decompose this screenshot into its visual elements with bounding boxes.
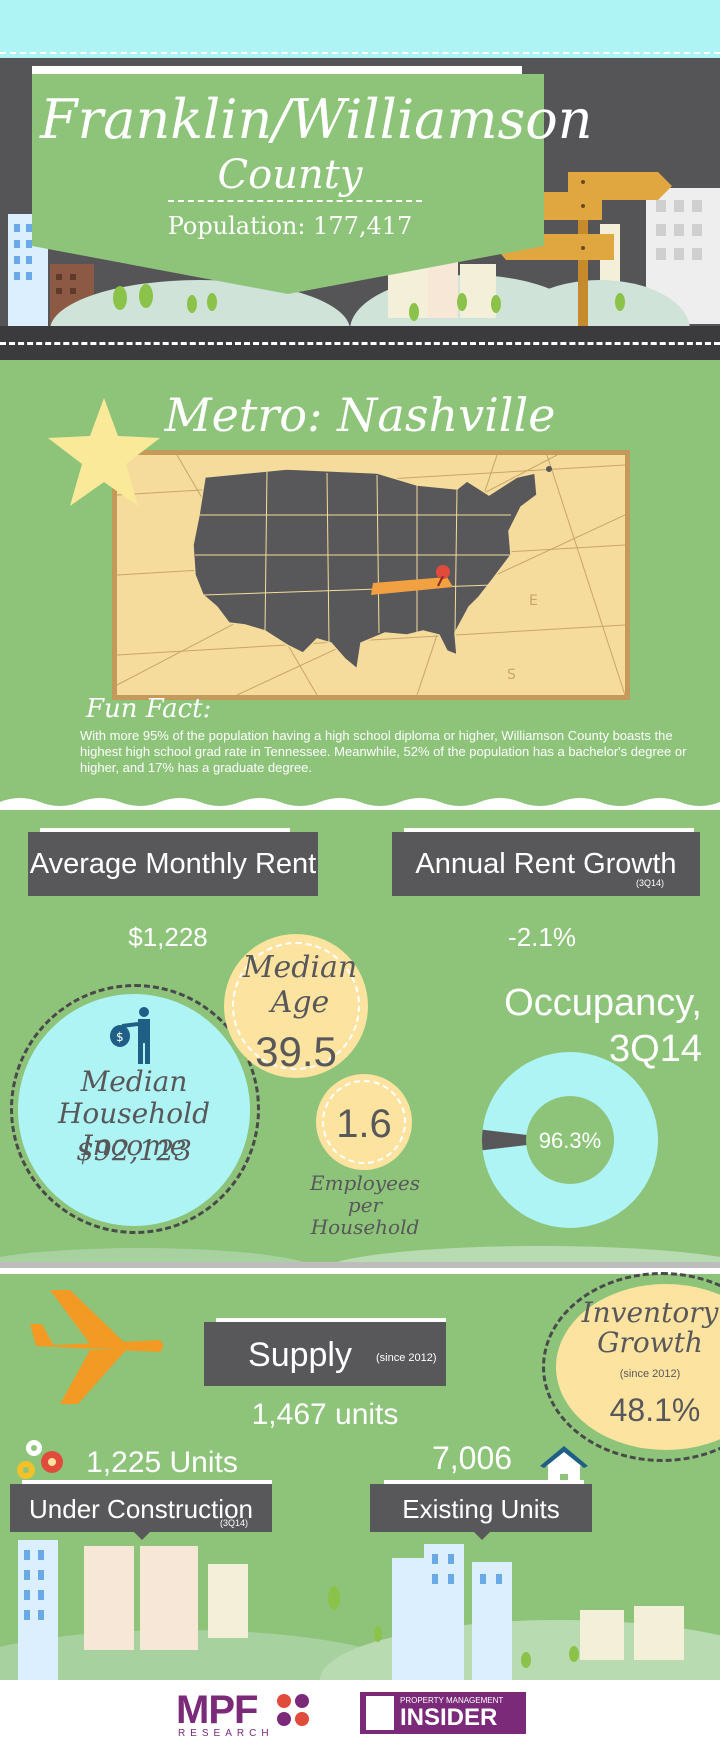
supply-label: Supply [248,1336,352,1374]
mpf-logo-main: MPF [176,1688,258,1732]
title-divider [168,200,422,202]
construction-pointer [134,1532,150,1540]
inventory-label-line2: Growth [597,1326,703,1359]
inventory-circle [556,1284,720,1450]
banner-tip [32,246,544,294]
existing-value: 7,006 [431,1440,513,1476]
bottom-skyline [0,1540,720,1680]
compass-e: E [529,593,538,609]
sky-strip [0,0,720,58]
banner-top-edge [32,66,522,74]
occupancy-value: 96.3% [539,1128,601,1153]
svg-text:$: $ [116,1030,124,1044]
compass-s: S [507,667,516,683]
supply-label-top [216,1318,446,1322]
insider-logo-mark [366,1696,394,1730]
occupancy-title-line1: Occupancy, [504,982,702,1024]
insider-logo: PROPERTY MANAGEMENT INSIDER [360,1692,526,1734]
donut-hole [526,1096,614,1184]
occupancy-title: Occupancy, 3Q14 [440,980,702,1072]
income-value: $92,123 [76,1134,192,1167]
median-age-ring [232,942,360,1070]
existing-label: Existing Units [402,1494,560,1524]
income-label-line1: Median Household [57,1065,211,1130]
rent-growth-value: -2.1% [508,922,576,952]
employees-ring [322,1080,406,1164]
fun-fact-title: Fun Fact: [86,694,212,724]
insider-logo-top: PROPERTY MANAGEMENT [400,1696,504,1705]
construction-note: (3Q14) [220,1518,249,1528]
income-label-line2: Income [81,1129,187,1162]
supply-value: 1,467 units [251,1398,399,1431]
existing-label-top [384,1480,584,1484]
employees-label-line1: Employees per [309,1171,421,1217]
employees-label: Employees per Household [290,1172,440,1238]
metro-title: Metro: Nashville [164,388,556,442]
growth-label-top [404,828,694,832]
map-pin-icon [436,565,450,587]
inventory-value: 48.1% [609,1392,701,1428]
wave-divider-1 [0,798,720,810]
avg-rent-label-box: Average Monthly Rent [28,832,318,896]
rent-growth-label: Annual Rent Growth [415,848,677,880]
inventory-label-line1: Inventory [581,1296,719,1329]
star-icon [48,398,160,506]
existing-label-box: Existing Units [370,1484,592,1532]
rent-growth-note: (3Q14) [636,878,665,888]
money-man-icon: $ [110,1007,150,1064]
insider-logo-main: INSIDER [400,1704,498,1731]
employees-value: 1.6 [336,1102,392,1146]
rent-growth-label-box: Annual Rent Growth (3Q14) [392,832,700,896]
income-label: Median Household Income [18,1066,250,1162]
construction-label-top [22,1480,272,1484]
supply-note: (since 2012) [376,1352,437,1364]
gears-icon [17,1440,63,1479]
divider-white [0,1268,720,1274]
avg-rent-value: $1,228 [128,922,208,952]
title-banner [32,74,544,246]
construction-label: Under Construction [29,1494,253,1524]
median-age-label: Median Age [242,950,358,1020]
existing-pointer [474,1532,490,1540]
rent-label-top [40,828,290,832]
fun-fact-text: With more 95% of the population having a… [80,728,687,775]
title-line-1: Franklin/Williamson [40,88,593,151]
occupancy-title-line2: 3Q14 [609,1028,702,1070]
sky-dash-line [0,52,720,54]
us-map: E S [117,455,625,695]
divider-line [0,1262,720,1268]
supply-label-box: Supply (since 2012) [204,1322,446,1386]
title-line-2: County [217,152,363,198]
construction-label-box: Under Construction (3Q14) [10,1484,272,1532]
income-circle [18,994,250,1226]
population-text: Population: 177,417 [167,212,413,240]
inventory-label: Inventory Growth [570,1298,720,1358]
airplane-icon [30,1290,163,1404]
median-age-value: 39.5 [255,1028,337,1075]
road-dashes [0,342,720,345]
mpf-logo-sub: RESEARCH [178,1728,274,1739]
inventory-note: (since 2012) [619,1368,681,1380]
income-dashed-ring [10,984,260,1234]
avg-rent-label: Average Monthly Rent [29,848,317,880]
employees-label-line2: Household [310,1215,420,1239]
construction-value: 1,225 Units [86,1446,238,1479]
mpf-logo-dots [277,1694,309,1726]
occupancy-donut: 96.3% [482,1052,658,1228]
